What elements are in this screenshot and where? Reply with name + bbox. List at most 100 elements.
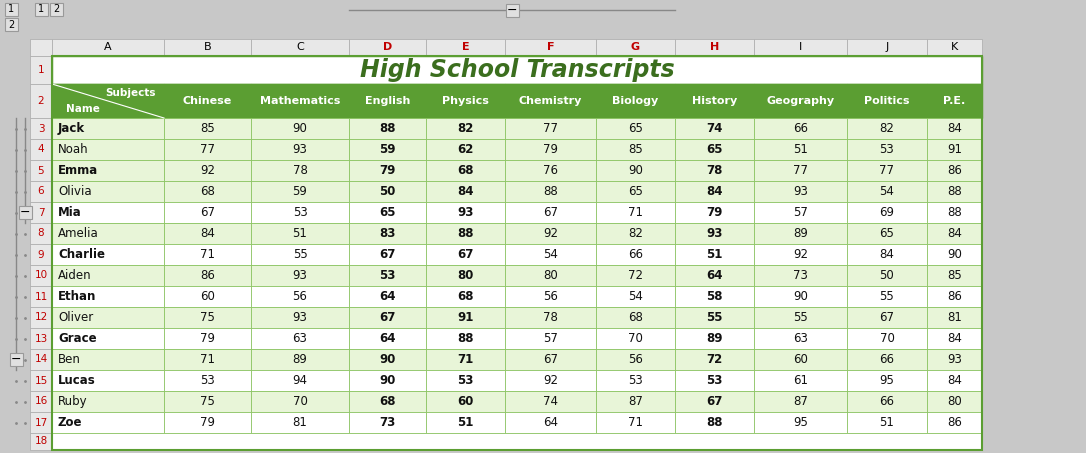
Bar [847, 307, 927, 328]
Text: 6: 6 [38, 187, 45, 197]
Text: 95: 95 [793, 416, 808, 429]
Text: 16: 16 [35, 396, 48, 406]
Text: 56: 56 [628, 353, 643, 366]
Text: 91: 91 [457, 311, 473, 324]
Bar [52, 244, 164, 265]
Bar [927, 139, 982, 160]
Text: 71: 71 [200, 353, 215, 366]
Text: 70: 70 [628, 332, 643, 345]
Bar [927, 223, 982, 244]
Text: 75: 75 [200, 395, 215, 408]
Bar [164, 223, 251, 244]
Bar [596, 328, 675, 349]
Bar [675, 139, 754, 160]
Bar [30, 181, 52, 202]
Bar [349, 412, 426, 433]
Text: 80: 80 [543, 269, 558, 282]
Text: 76: 76 [543, 164, 558, 177]
Text: 62: 62 [457, 143, 473, 156]
Bar [505, 202, 596, 223]
Text: 85: 85 [200, 122, 215, 135]
Text: 92: 92 [543, 374, 558, 387]
Bar [754, 39, 847, 56]
Bar [927, 286, 982, 307]
Text: Emma: Emma [58, 164, 98, 177]
Bar [164, 349, 251, 370]
Bar [30, 84, 52, 118]
Text: 66: 66 [628, 248, 643, 261]
Text: 74: 74 [543, 395, 558, 408]
Text: Jack: Jack [58, 122, 85, 135]
Bar [596, 265, 675, 286]
Text: 90: 90 [379, 374, 395, 387]
Bar [754, 139, 847, 160]
Bar [349, 307, 426, 328]
Bar [52, 118, 164, 139]
Text: I: I [799, 43, 803, 53]
Bar [847, 265, 927, 286]
Bar [754, 391, 847, 412]
Bar [847, 328, 927, 349]
Text: 93: 93 [793, 185, 808, 198]
Text: 50: 50 [379, 185, 395, 198]
Text: 94: 94 [292, 374, 307, 387]
Bar [164, 202, 251, 223]
Text: 53: 53 [292, 206, 307, 219]
Bar [847, 244, 927, 265]
Bar [505, 412, 596, 433]
Bar [349, 349, 426, 370]
Bar [30, 265, 52, 286]
Bar [164, 265, 251, 286]
Bar [675, 286, 754, 307]
Bar [847, 349, 927, 370]
Bar [5, 18, 18, 31]
Bar [505, 244, 596, 265]
Bar [52, 286, 164, 307]
Text: 80: 80 [947, 395, 962, 408]
Bar [847, 118, 927, 139]
Text: 13: 13 [35, 333, 48, 343]
Bar [847, 160, 927, 181]
Bar [675, 265, 754, 286]
Text: 79: 79 [543, 143, 558, 156]
Text: 64: 64 [379, 290, 395, 303]
Bar [754, 118, 847, 139]
Bar [251, 84, 349, 118]
Text: 86: 86 [947, 164, 962, 177]
Bar [847, 370, 927, 391]
Bar [505, 307, 596, 328]
Bar [52, 39, 164, 56]
Text: Mia: Mia [58, 206, 81, 219]
Bar [349, 181, 426, 202]
Text: 68: 68 [457, 164, 473, 177]
Text: 5: 5 [38, 165, 45, 175]
Bar [927, 39, 982, 56]
Bar [30, 139, 52, 160]
Bar [675, 244, 754, 265]
Bar [927, 307, 982, 328]
Text: 67: 67 [379, 311, 395, 324]
Text: 64: 64 [706, 269, 723, 282]
Bar [426, 202, 505, 223]
Bar [927, 349, 982, 370]
Text: 53: 53 [457, 374, 473, 387]
Text: 53: 53 [200, 374, 215, 387]
Text: C: C [296, 43, 304, 53]
Bar [52, 328, 164, 349]
Text: 53: 53 [628, 374, 643, 387]
Text: 86: 86 [947, 290, 962, 303]
Text: 80: 80 [457, 269, 473, 282]
Text: 93: 93 [457, 206, 473, 219]
Bar [847, 223, 927, 244]
Text: 82: 82 [880, 122, 895, 135]
Bar [596, 391, 675, 412]
Bar [52, 349, 164, 370]
Text: 77: 77 [880, 164, 895, 177]
Text: 68: 68 [200, 185, 215, 198]
Text: 15: 15 [35, 376, 48, 386]
Text: 68: 68 [628, 311, 643, 324]
Text: 53: 53 [706, 374, 722, 387]
Text: 79: 79 [200, 416, 215, 429]
Bar [847, 202, 927, 223]
Text: 60: 60 [457, 395, 473, 408]
